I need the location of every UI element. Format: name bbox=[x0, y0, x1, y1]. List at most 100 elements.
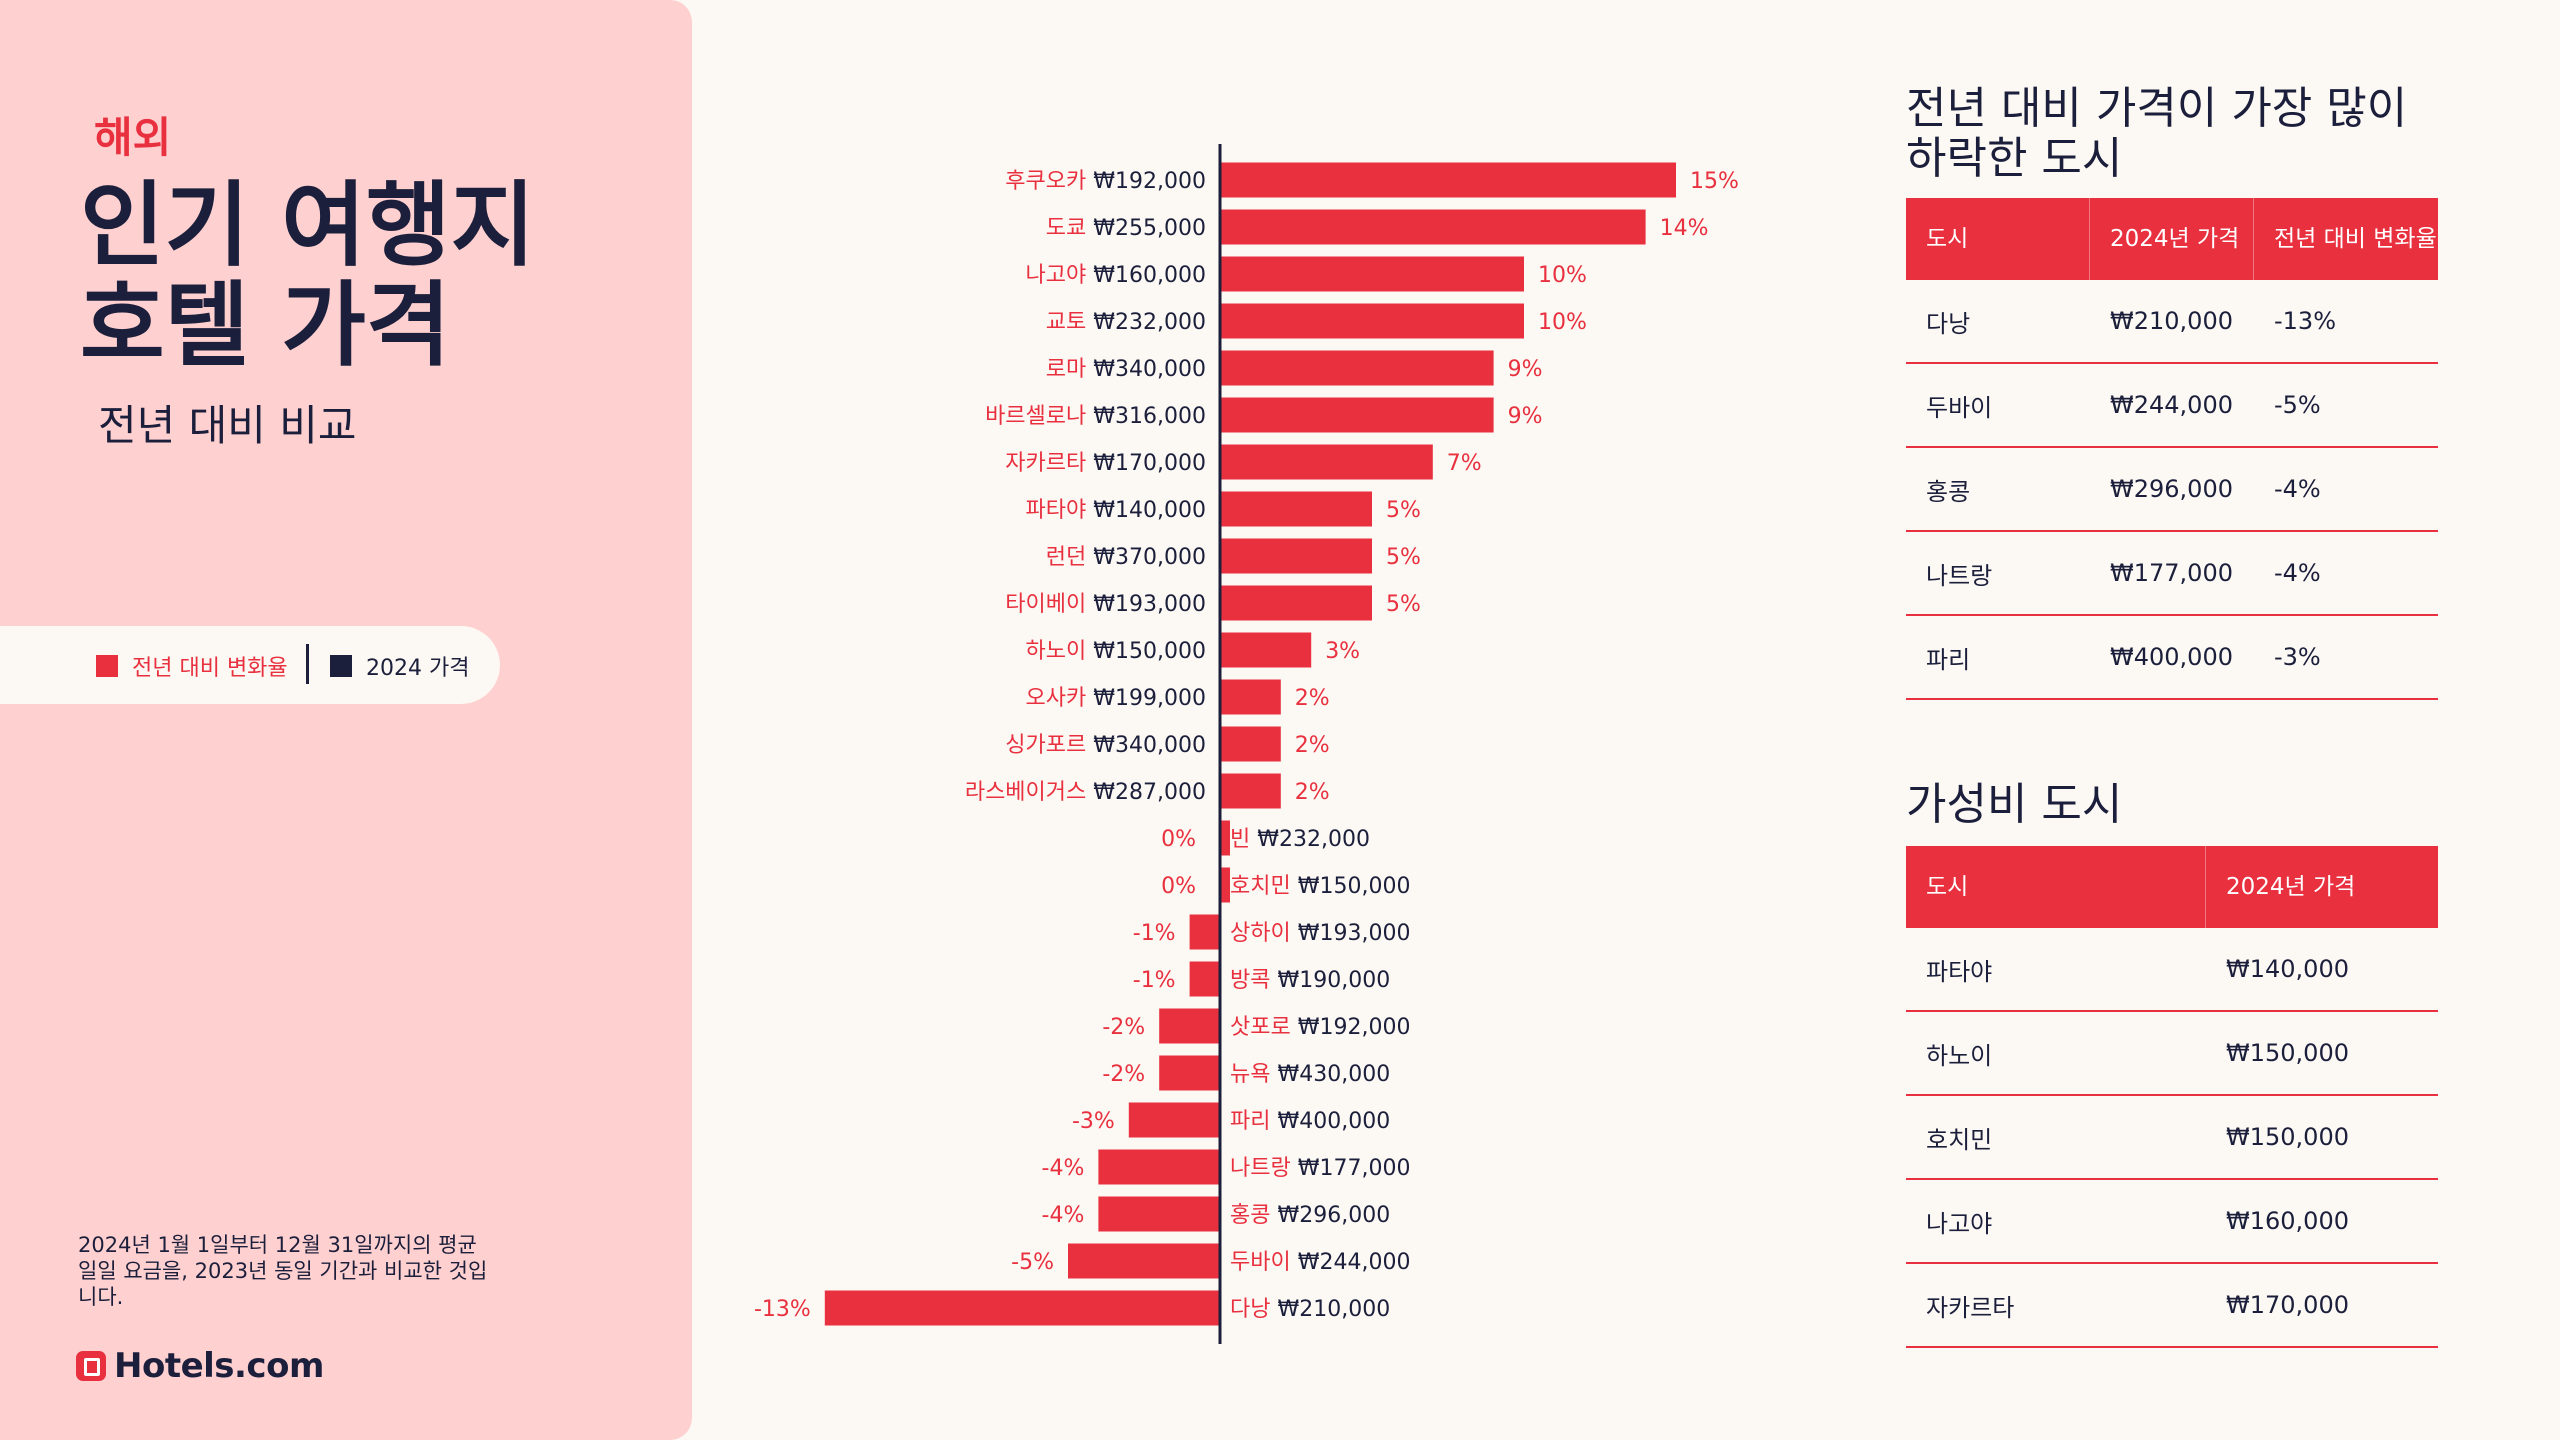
category-label-22: 홍콩 ₩296,000 bbox=[1230, 1203, 1390, 1228]
drop-header-city: 도시 bbox=[1906, 198, 2090, 280]
drop-table-cell: -4% bbox=[2274, 475, 2321, 503]
value-label-23: -5% bbox=[1011, 1250, 1054, 1275]
drop-table: 도시 2024년 가격 전년 대비 변화율 다낭 ₩210,000 -13% 두바이 ₩… bbox=[1906, 198, 2438, 700]
drop-header-change: 전년 대비 변화율 bbox=[2274, 226, 2437, 252]
drop-table-title: 전년 대비 가격이 가장 많이 하락한 도시 bbox=[1906, 84, 2407, 184]
category-label-11: 오사카 ₩199,000 bbox=[1026, 686, 1206, 711]
drop-table-row: 다낭 ₩210,000 -13% bbox=[1906, 280, 2438, 364]
category-label-18: 삿포로 ₩192,000 bbox=[1230, 1015, 1410, 1040]
hotels-logo-text: Hotels.com bbox=[114, 1346, 324, 1386]
drop-table-cell: 파리 bbox=[1926, 645, 1971, 674]
price-change-bar-chart: 후쿠오카 ₩192,000 15% 도쿄 ₩255,000 14% 나고야 ₩160,0… bbox=[754, 144, 1739, 1344]
drop-header-price: 2024년 가격 bbox=[2090, 198, 2254, 280]
value-table-row: 하노이 ₩150,000 bbox=[1906, 1012, 2438, 1096]
bar-5 bbox=[1220, 397, 1494, 433]
bar-0 bbox=[1220, 162, 1676, 198]
category-label-24: 다낭 ₩210,000 bbox=[1230, 1297, 1390, 1322]
legend-swatch-red bbox=[96, 655, 118, 677]
bar-1 bbox=[1220, 209, 1646, 245]
drop-table-cell: 나트랑 bbox=[1926, 561, 1993, 590]
value-table-row: 파타야 ₩140,000 bbox=[1906, 928, 2438, 1012]
category-label-6: 자카르타 ₩170,000 bbox=[1005, 451, 1206, 476]
category-label-0: 후쿠오카 ₩192,000 bbox=[1005, 169, 1206, 194]
value-table-row: 나고야 ₩160,000 bbox=[1906, 1180, 2438, 1264]
drop-table-row: 파리 ₩400,000 -3% bbox=[1906, 616, 2438, 700]
value-table-cell: ₩150,000 bbox=[2226, 1123, 2349, 1151]
category-label-13: 라스베이거스 ₩287,000 bbox=[965, 780, 1206, 805]
value-table-row: 호치민 ₩150,000 bbox=[1906, 1096, 2438, 1180]
value-table-header: 도시 2024년 가격 bbox=[1906, 846, 2438, 928]
drop-table-title-line-2: 하락한 도시 bbox=[1906, 133, 2123, 184]
drop-table-title-line-1: 전년 대비 가격이 가장 많이 bbox=[1906, 83, 2408, 134]
legend-item-price: 2024 가격 bbox=[330, 650, 469, 682]
value-label-17: -1% bbox=[1133, 968, 1176, 993]
category-label-7: 파타야 ₩140,000 bbox=[1026, 498, 1206, 523]
value-label-14: 0% bbox=[1161, 827, 1196, 852]
category-label-4: 로마 ₩340,000 bbox=[1046, 357, 1206, 382]
value-header-city: 도시 bbox=[1906, 846, 2206, 928]
value-label-18: -2% bbox=[1102, 1015, 1145, 1040]
bar-15 bbox=[1220, 867, 1230, 903]
drop-table-cell: 홍콩 bbox=[1926, 477, 1971, 506]
bar-8 bbox=[1220, 538, 1372, 574]
legend-swatch-navy bbox=[330, 655, 352, 677]
left-panel: 해외 인기 여행지 호텔 가격 전년 대비 비교 전년 대비 변화율 2024 … bbox=[0, 0, 692, 1440]
category-label-10: 하노이 ₩150,000 bbox=[1026, 639, 1206, 664]
value-table-cell: ₩150,000 bbox=[2226, 1039, 2349, 1067]
value-label-24: -13% bbox=[754, 1297, 811, 1322]
drop-table-cell: -4% bbox=[2274, 559, 2321, 587]
bar-22 bbox=[1098, 1196, 1220, 1232]
hotels-logo: Hotels.com bbox=[76, 1346, 324, 1386]
bar-24 bbox=[824, 1290, 1220, 1326]
drop-table-cell: ₩177,000 bbox=[2110, 559, 2233, 587]
legend-item-change: 전년 대비 변화율 bbox=[96, 650, 288, 682]
bar-7 bbox=[1220, 491, 1372, 527]
category-label-20: 파리 ₩400,000 bbox=[1230, 1109, 1390, 1134]
drop-table-cell: ₩210,000 bbox=[2110, 307, 2233, 335]
category-label-14: 빈 ₩232,000 bbox=[1230, 827, 1370, 852]
value-label-4: 9% bbox=[1508, 357, 1543, 382]
drop-table-row: 두바이 ₩244,000 -5% bbox=[1906, 364, 2438, 448]
value-label-0: 15% bbox=[1690, 169, 1739, 194]
value-label-16: -1% bbox=[1133, 921, 1176, 946]
value-label-3: 10% bbox=[1538, 310, 1587, 335]
bar-4 bbox=[1220, 350, 1494, 386]
value-label-20: -3% bbox=[1072, 1109, 1115, 1134]
bar-21 bbox=[1098, 1149, 1220, 1185]
value-header-price: 2024년 가격 bbox=[2226, 874, 2356, 900]
category-label-3: 교토 ₩232,000 bbox=[1046, 310, 1206, 335]
footnote: 2024년 1월 1일부터 12월 31일까지의 평균 일일 요금을, 2023… bbox=[78, 1233, 488, 1309]
category-label-17: 방콕 ₩190,000 bbox=[1230, 968, 1390, 993]
bar-6 bbox=[1220, 444, 1433, 480]
value-label-9: 5% bbox=[1386, 592, 1421, 617]
category-label-21: 나트랑 ₩177,000 bbox=[1230, 1156, 1410, 1181]
bar-23 bbox=[1068, 1243, 1220, 1279]
value-table-cell: ₩170,000 bbox=[2226, 1291, 2349, 1319]
legend: 전년 대비 변화율 2024 가격 bbox=[0, 626, 500, 704]
bar-11 bbox=[1220, 679, 1281, 715]
category-label-23: 두바이 ₩244,000 bbox=[1230, 1250, 1410, 1275]
legend-label-change: 전년 대비 변화율 bbox=[132, 656, 288, 681]
value-table-cell: 파타야 bbox=[1926, 957, 1993, 986]
value-label-22: -4% bbox=[1042, 1203, 1085, 1228]
value-label-12: 2% bbox=[1295, 733, 1330, 758]
drop-table-header: 도시 2024년 가격 전년 대비 변화율 bbox=[1906, 198, 2438, 280]
category-label-16: 상하이 ₩193,000 bbox=[1230, 921, 1410, 946]
value-label-1: 14% bbox=[1660, 216, 1709, 241]
value-label-7: 5% bbox=[1386, 498, 1421, 523]
value-table-title: 가성비 도시 bbox=[1906, 779, 2123, 830]
category-label-19: 뉴욕 ₩430,000 bbox=[1230, 1062, 1390, 1087]
value-label-8: 5% bbox=[1386, 545, 1421, 570]
category-label-2: 나고야 ₩160,000 bbox=[1026, 263, 1206, 288]
value-label-13: 2% bbox=[1295, 780, 1330, 805]
value-table: 도시 2024년 가격 파타야 ₩140,000 하노이 ₩150,000 호치민 ₩15… bbox=[1906, 846, 2438, 1348]
category-label-8: 런던 ₩370,000 bbox=[1046, 545, 1206, 570]
eyebrow-label: 해외 bbox=[94, 113, 172, 162]
page-title: 인기 여행지 호텔 가격 bbox=[80, 176, 535, 376]
page-subtitle: 전년 대비 비교 bbox=[98, 401, 357, 450]
bar-9 bbox=[1220, 585, 1372, 621]
value-table-cell: 호치민 bbox=[1926, 1125, 1993, 1154]
value-label-11: 2% bbox=[1295, 686, 1330, 711]
drop-table-cell: 두바이 bbox=[1926, 393, 1993, 422]
category-label-9: 타이베이 ₩193,000 bbox=[1005, 592, 1206, 617]
